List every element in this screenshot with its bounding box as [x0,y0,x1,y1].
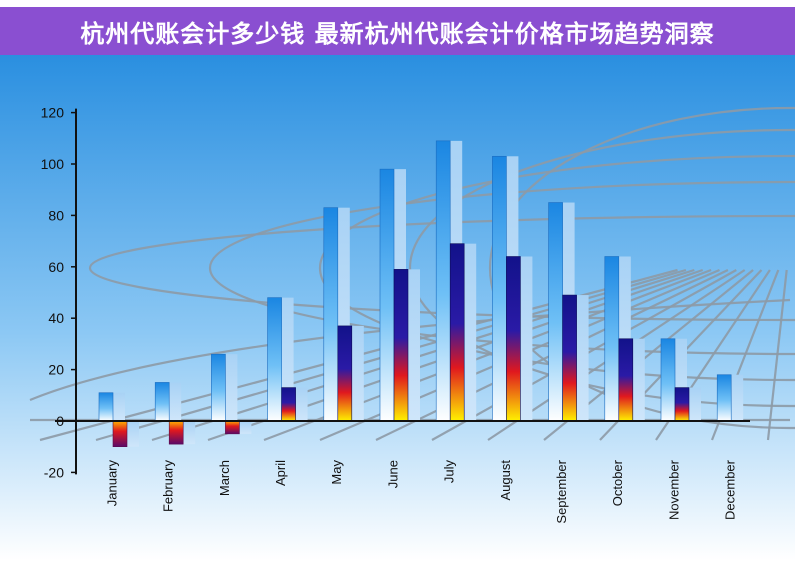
bar-blue-back [169,382,182,421]
x-tick-label: December [723,459,738,520]
y-tick-label: 20 [48,362,64,378]
bar-series-2 [618,338,634,422]
x-tick-label: October [610,459,625,506]
bar-series-2-back [295,387,308,421]
bar-series-1 [211,353,226,422]
bar-series-2 [674,387,690,422]
bar-series-1 [154,382,170,422]
grid-arc [488,106,795,430]
bar-series-1 [660,338,676,422]
y-tick-label: 100 [41,156,65,172]
x-tick-label: September [554,459,569,523]
bar-series-1 [492,155,507,422]
bar-series-1 [435,140,451,422]
bar-series-2-back [520,256,533,421]
bar-series-2-back [576,295,589,421]
bar-series-1 [604,256,620,422]
bar-series-2-back [183,421,196,445]
x-tick-label: May [329,460,344,485]
bar-series-2 [393,269,409,422]
bar-series-2-back [127,421,139,447]
bar-blue-back [731,374,744,421]
x-tick-label: August [498,460,513,501]
x-tick-label: March [217,460,232,496]
bar-series-2 [225,420,240,435]
bar-series-2 [449,243,465,422]
y-tick-label: 0 [56,413,64,429]
y-tick-label: -20 [44,464,64,480]
bar-series-2 [337,325,353,422]
bar-series-1 [716,374,732,422]
bar-series-2 [506,256,521,422]
bar-chart: January February March April May June July Augu… [0,55,795,560]
grid-arc [319,154,795,382]
title-banner: 杭州代账会计多少钱 最新杭州代账会计价格市场趋势洞察 [0,7,795,55]
bar-series-1 [323,207,339,422]
grid-arc [209,180,795,356]
grid-line [151,268,695,442]
grid-arc [89,214,795,322]
chart-area: January February March April May June July Augu… [0,55,795,560]
x-tick-label: June [385,460,400,488]
grid-arc [409,128,795,408]
bar-series-2-back [464,243,477,421]
x-tick-label: July [442,460,457,484]
bar-series-2 [562,294,577,422]
bar-series-1 [379,168,395,422]
x-tick-label: February [161,460,176,513]
bar-series-2 [281,387,296,422]
y-tick-label: 40 [48,310,64,326]
bar-series-2 [168,420,184,445]
page-title: 杭州代账会计多少钱 最新杭州代账会计价格市场趋势洞察 [80,19,715,48]
bar-series-2-back [632,338,645,421]
bar-series-2-back [351,325,364,421]
y-tick-label: 60 [48,259,64,275]
grid-line [766,269,788,441]
bar-series-1 [98,392,114,422]
x-tick-label: April [273,460,288,486]
bar-series-1 [267,297,282,422]
bar-series-2-back [239,421,252,434]
y-tick-label: 120 [41,105,65,121]
bar-blue-back [225,354,238,421]
bar-series-2-back [689,387,701,421]
x-tick-label: January [104,460,119,507]
bar-series-2 [112,420,128,448]
bars-layer: January February March April May June July Augu… [98,140,744,524]
bar-series-2-back [408,269,420,421]
x-tick-label: November [666,459,681,520]
y-tick-label: 80 [48,207,64,223]
bar-blue-back [113,392,125,421]
bar-series-1 [548,202,563,422]
axes-layer: -20 0 20 40 60 80 100 120 [41,105,750,480]
